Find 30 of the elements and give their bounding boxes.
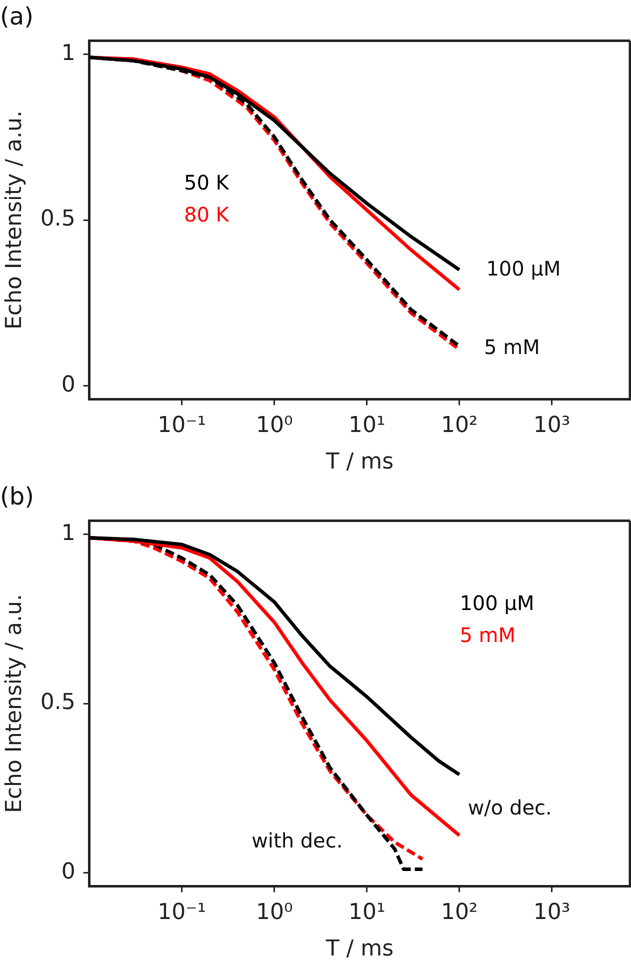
y-tick-label: 0.5 — [40, 206, 76, 232]
chart-title: (a) — [0, 2, 34, 31]
y-tick-label: 1 — [61, 521, 76, 546]
x-tick-label: 10¹ — [348, 413, 386, 438]
y-tick-label: 0 — [61, 372, 76, 398]
y-axis-title: Echo Intensity / a.u. — [2, 110, 27, 330]
x-tick-label: 10⁰ — [256, 900, 293, 926]
y-axis-title: Echo Intensity / a.u. — [2, 594, 27, 813]
x-tick-label: 10² — [440, 900, 478, 926]
y-tick-label: 0.5 — [40, 690, 76, 716]
text: 5 mM — [460, 623, 516, 648]
x-tick-label: 10¹ — [348, 900, 386, 926]
x-tick-label: 10⁰ — [256, 413, 293, 438]
y-tick-label: 0 — [61, 859, 76, 884]
x-axis-title: T / ms — [324, 936, 394, 962]
text: 100 µM — [460, 591, 534, 616]
x-tick-label: 10⁻¹ — [158, 900, 206, 926]
annotation: 5 mM — [484, 335, 540, 360]
x-tick-label: 10⁻¹ — [158, 413, 206, 438]
annotation: 100 µM — [486, 256, 561, 280]
y-tick-label: 1 — [61, 40, 76, 66]
text: 80 K — [184, 202, 230, 226]
annotation: with dec. — [252, 828, 343, 853]
x-tick-label: 10³ — [533, 900, 570, 926]
annotation: w/o dec. — [468, 796, 552, 820]
chart-title: (b) — [0, 482, 34, 511]
x-tick-label: 10² — [440, 413, 478, 438]
x-tick-label: 10³ — [533, 413, 570, 438]
x-axis-title: T / ms — [324, 450, 394, 475]
text: 50 K — [184, 170, 230, 194]
